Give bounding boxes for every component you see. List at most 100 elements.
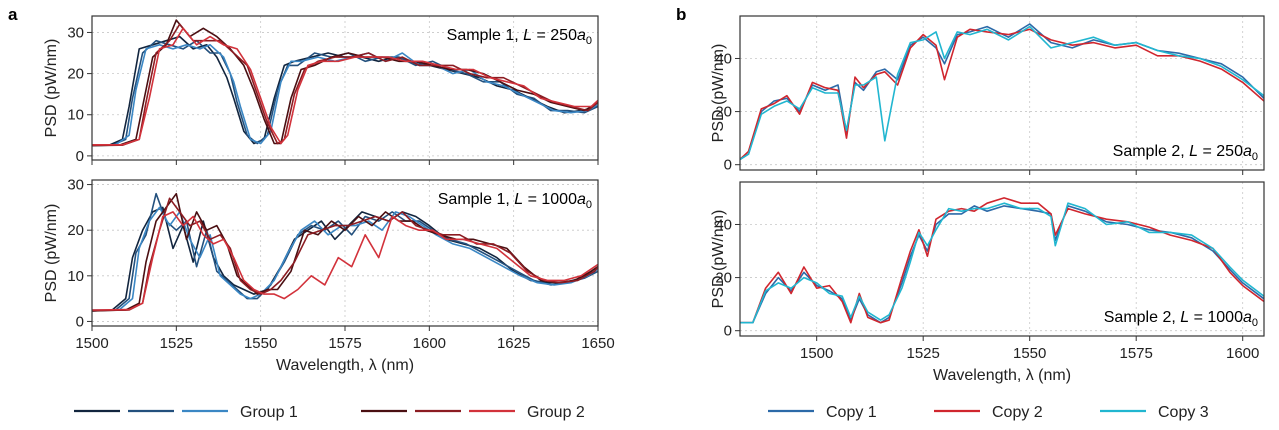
annotation-part: = 250 bbox=[532, 27, 577, 44]
x-tick-label: 1500 bbox=[800, 345, 833, 362]
x-tick-label: 1525 bbox=[906, 345, 939, 362]
legend-label: Group 1 bbox=[240, 404, 298, 421]
legend-label: Copy 2 bbox=[992, 404, 1043, 421]
annotation-part: 0 bbox=[1252, 151, 1258, 163]
series-line-group-2 bbox=[92, 23, 598, 146]
gridlines bbox=[740, 16, 1264, 170]
gridlines bbox=[92, 16, 598, 160]
annotation-part: 0 bbox=[586, 199, 592, 211]
sample-annotation: Sample 2, L = 250a0 bbox=[1113, 143, 1258, 163]
series-line-copy-1 bbox=[740, 205, 1264, 324]
annotation-part: a bbox=[1243, 309, 1252, 326]
x-tick-label: 1625 bbox=[497, 335, 530, 352]
series-group bbox=[92, 192, 598, 312]
y-tick-label: 0 bbox=[76, 148, 84, 165]
legend-label: Copy 1 bbox=[826, 404, 877, 421]
y-tick-label: 10 bbox=[67, 268, 84, 285]
x-axis: 1500 1525 1550 1575 1600 1625 1650 bbox=[75, 326, 615, 352]
annotation-part: L bbox=[1180, 309, 1189, 326]
y-tick-label: 0 bbox=[76, 313, 84, 330]
y-tick-label: 20 bbox=[715, 270, 732, 287]
y-axis-label: PSD (pW/nm) bbox=[710, 44, 727, 143]
y-axis-label: PSD (pW/nm) bbox=[710, 210, 727, 309]
y-tick-label: 0 bbox=[724, 323, 732, 340]
annotation-part: a bbox=[577, 27, 586, 44]
annotation-part: = 1000 bbox=[523, 191, 577, 208]
x-tick-label: 1525 bbox=[160, 335, 193, 352]
series-line-group-1 bbox=[92, 206, 598, 311]
series-line-copy-3 bbox=[740, 25, 1264, 161]
gridlines bbox=[740, 182, 1264, 336]
x-tick-label: 1575 bbox=[1120, 345, 1153, 362]
series-line-group-2 bbox=[92, 192, 598, 312]
y-tick-label: 10 bbox=[67, 107, 84, 124]
x-tick-label: 1575 bbox=[328, 335, 361, 352]
series-line-group-2 bbox=[92, 211, 598, 311]
y-tick-label: 30 bbox=[67, 24, 84, 41]
legend-label: Group 2 bbox=[527, 404, 585, 421]
series-line-group-2 bbox=[92, 197, 598, 312]
y-axis: 0 10 20 30 bbox=[67, 177, 92, 330]
x-axis-label: Wavelength, λ (nm) bbox=[933, 367, 1071, 384]
annotation-part: a bbox=[1243, 143, 1252, 160]
plot-frame bbox=[739, 181, 1265, 337]
annotation-part: = 1000 bbox=[1189, 309, 1243, 326]
annotation-part: 0 bbox=[1252, 317, 1258, 329]
x-tick-label: 1500 bbox=[75, 335, 108, 352]
plot-frame bbox=[739, 15, 1265, 171]
x-tick-label: 1600 bbox=[1226, 345, 1259, 362]
annotation-part: a bbox=[577, 191, 586, 208]
annotation-part: 0 bbox=[586, 35, 592, 47]
annotation-part: = 250 bbox=[1198, 143, 1243, 160]
x-tick-label: 1550 bbox=[244, 335, 277, 352]
sample-annotation: Sample 1, L = 1000a0 bbox=[438, 191, 592, 211]
series-line-group-2 bbox=[92, 27, 598, 146]
subplot-2: 0 10 20 30 1500 1525 1550 1575 1600 1625 1650 PSD (… bbox=[43, 177, 615, 374]
x-axis: 1500 1525 1550 1575 1600 bbox=[800, 336, 1259, 362]
y-axis: 0 10 20 30 bbox=[67, 24, 92, 165]
series-group bbox=[92, 19, 598, 147]
series-line-copy-2 bbox=[740, 197, 1264, 324]
subplot-1: 0 10 20 30 PSD (pW/nm) Sample 1, L = 250a0 bbox=[43, 15, 599, 165]
x-tick-label: 1600 bbox=[413, 335, 446, 352]
series-group bbox=[740, 23, 1264, 161]
legend-label: Copy 3 bbox=[1158, 404, 1209, 421]
annotation-part: L bbox=[1189, 143, 1198, 160]
series-line-group-1 bbox=[92, 44, 598, 146]
legend: Copy 1 Copy 2 Copy 3 bbox=[768, 404, 1209, 421]
annotation-part: L bbox=[514, 191, 523, 208]
x-axis-label: Wavelength, λ (nm) bbox=[276, 357, 414, 374]
y-tick-label: 30 bbox=[67, 177, 84, 194]
y-axis: 0 20 40 bbox=[715, 50, 740, 174]
y-tick-label: 20 bbox=[715, 104, 732, 121]
x-axis bbox=[816, 170, 1244, 175]
x-tick-label: 1650 bbox=[581, 335, 614, 352]
x-axis bbox=[91, 160, 599, 165]
annotation-part: Sample 1, bbox=[438, 191, 514, 208]
subplot-2: 0 20 40 1500 1525 1550 1575 1600 PSD (pW/nm) Samp… bbox=[710, 181, 1265, 384]
series-line-copy-3 bbox=[740, 202, 1264, 324]
y-axis: 0 20 40 bbox=[715, 216, 740, 340]
panel-label: b bbox=[676, 5, 686, 24]
y-tick-label: 20 bbox=[67, 222, 84, 239]
y-tick-label: 40 bbox=[715, 50, 732, 67]
series-group bbox=[740, 197, 1264, 324]
annotation-part: Sample 2, bbox=[1104, 309, 1180, 326]
sample-annotation: Sample 1, L = 250a0 bbox=[447, 27, 592, 47]
annotation-part: L bbox=[523, 27, 532, 44]
y-axis-label: PSD (pW/nm) bbox=[43, 39, 60, 138]
panel-label: a bbox=[8, 5, 18, 24]
y-tick-label: 0 bbox=[724, 157, 732, 174]
gridlines bbox=[92, 180, 598, 326]
annotation-part: Sample 2, bbox=[1113, 143, 1189, 160]
legend: Group 1 Group 2 bbox=[74, 404, 585, 421]
sample-annotation: Sample 2, L = 1000a0 bbox=[1104, 309, 1258, 329]
y-tick-label: 40 bbox=[715, 216, 732, 233]
x-tick-label: 1550 bbox=[1013, 345, 1046, 362]
series-line-copy-1 bbox=[740, 23, 1264, 161]
y-tick-label: 20 bbox=[67, 66, 84, 83]
